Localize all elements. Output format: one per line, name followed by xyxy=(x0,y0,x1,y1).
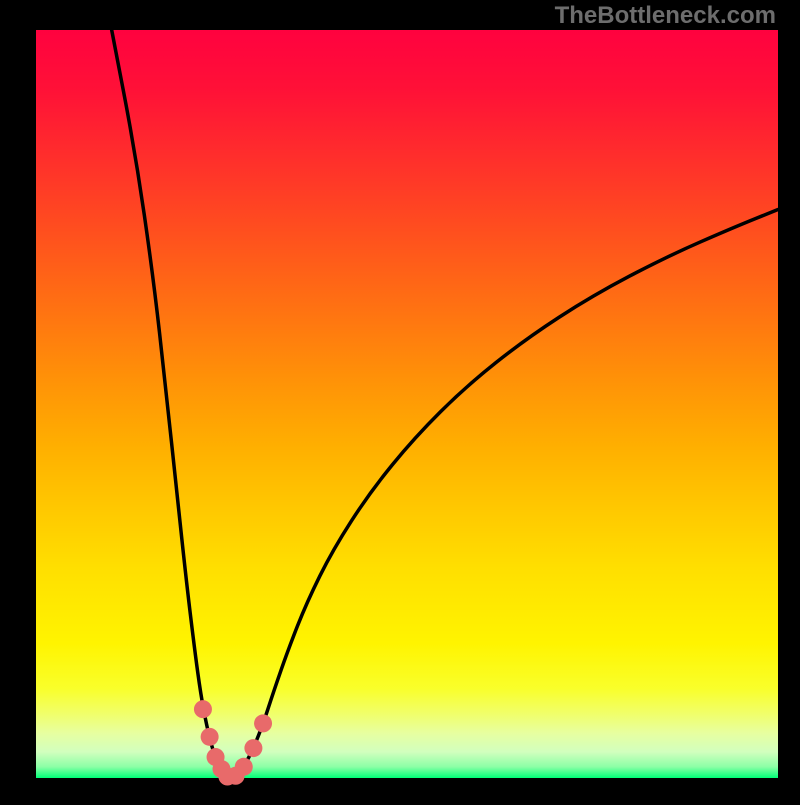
plot-background xyxy=(36,30,778,778)
data-marker xyxy=(254,714,272,732)
data-marker xyxy=(201,728,219,746)
data-marker xyxy=(194,700,212,718)
data-marker xyxy=(235,758,253,776)
data-marker xyxy=(244,739,262,757)
bottleneck-chart xyxy=(0,0,800,800)
chart-container: TheBottleneck.com xyxy=(0,0,800,800)
watermark-text: TheBottleneck.com xyxy=(555,2,776,30)
